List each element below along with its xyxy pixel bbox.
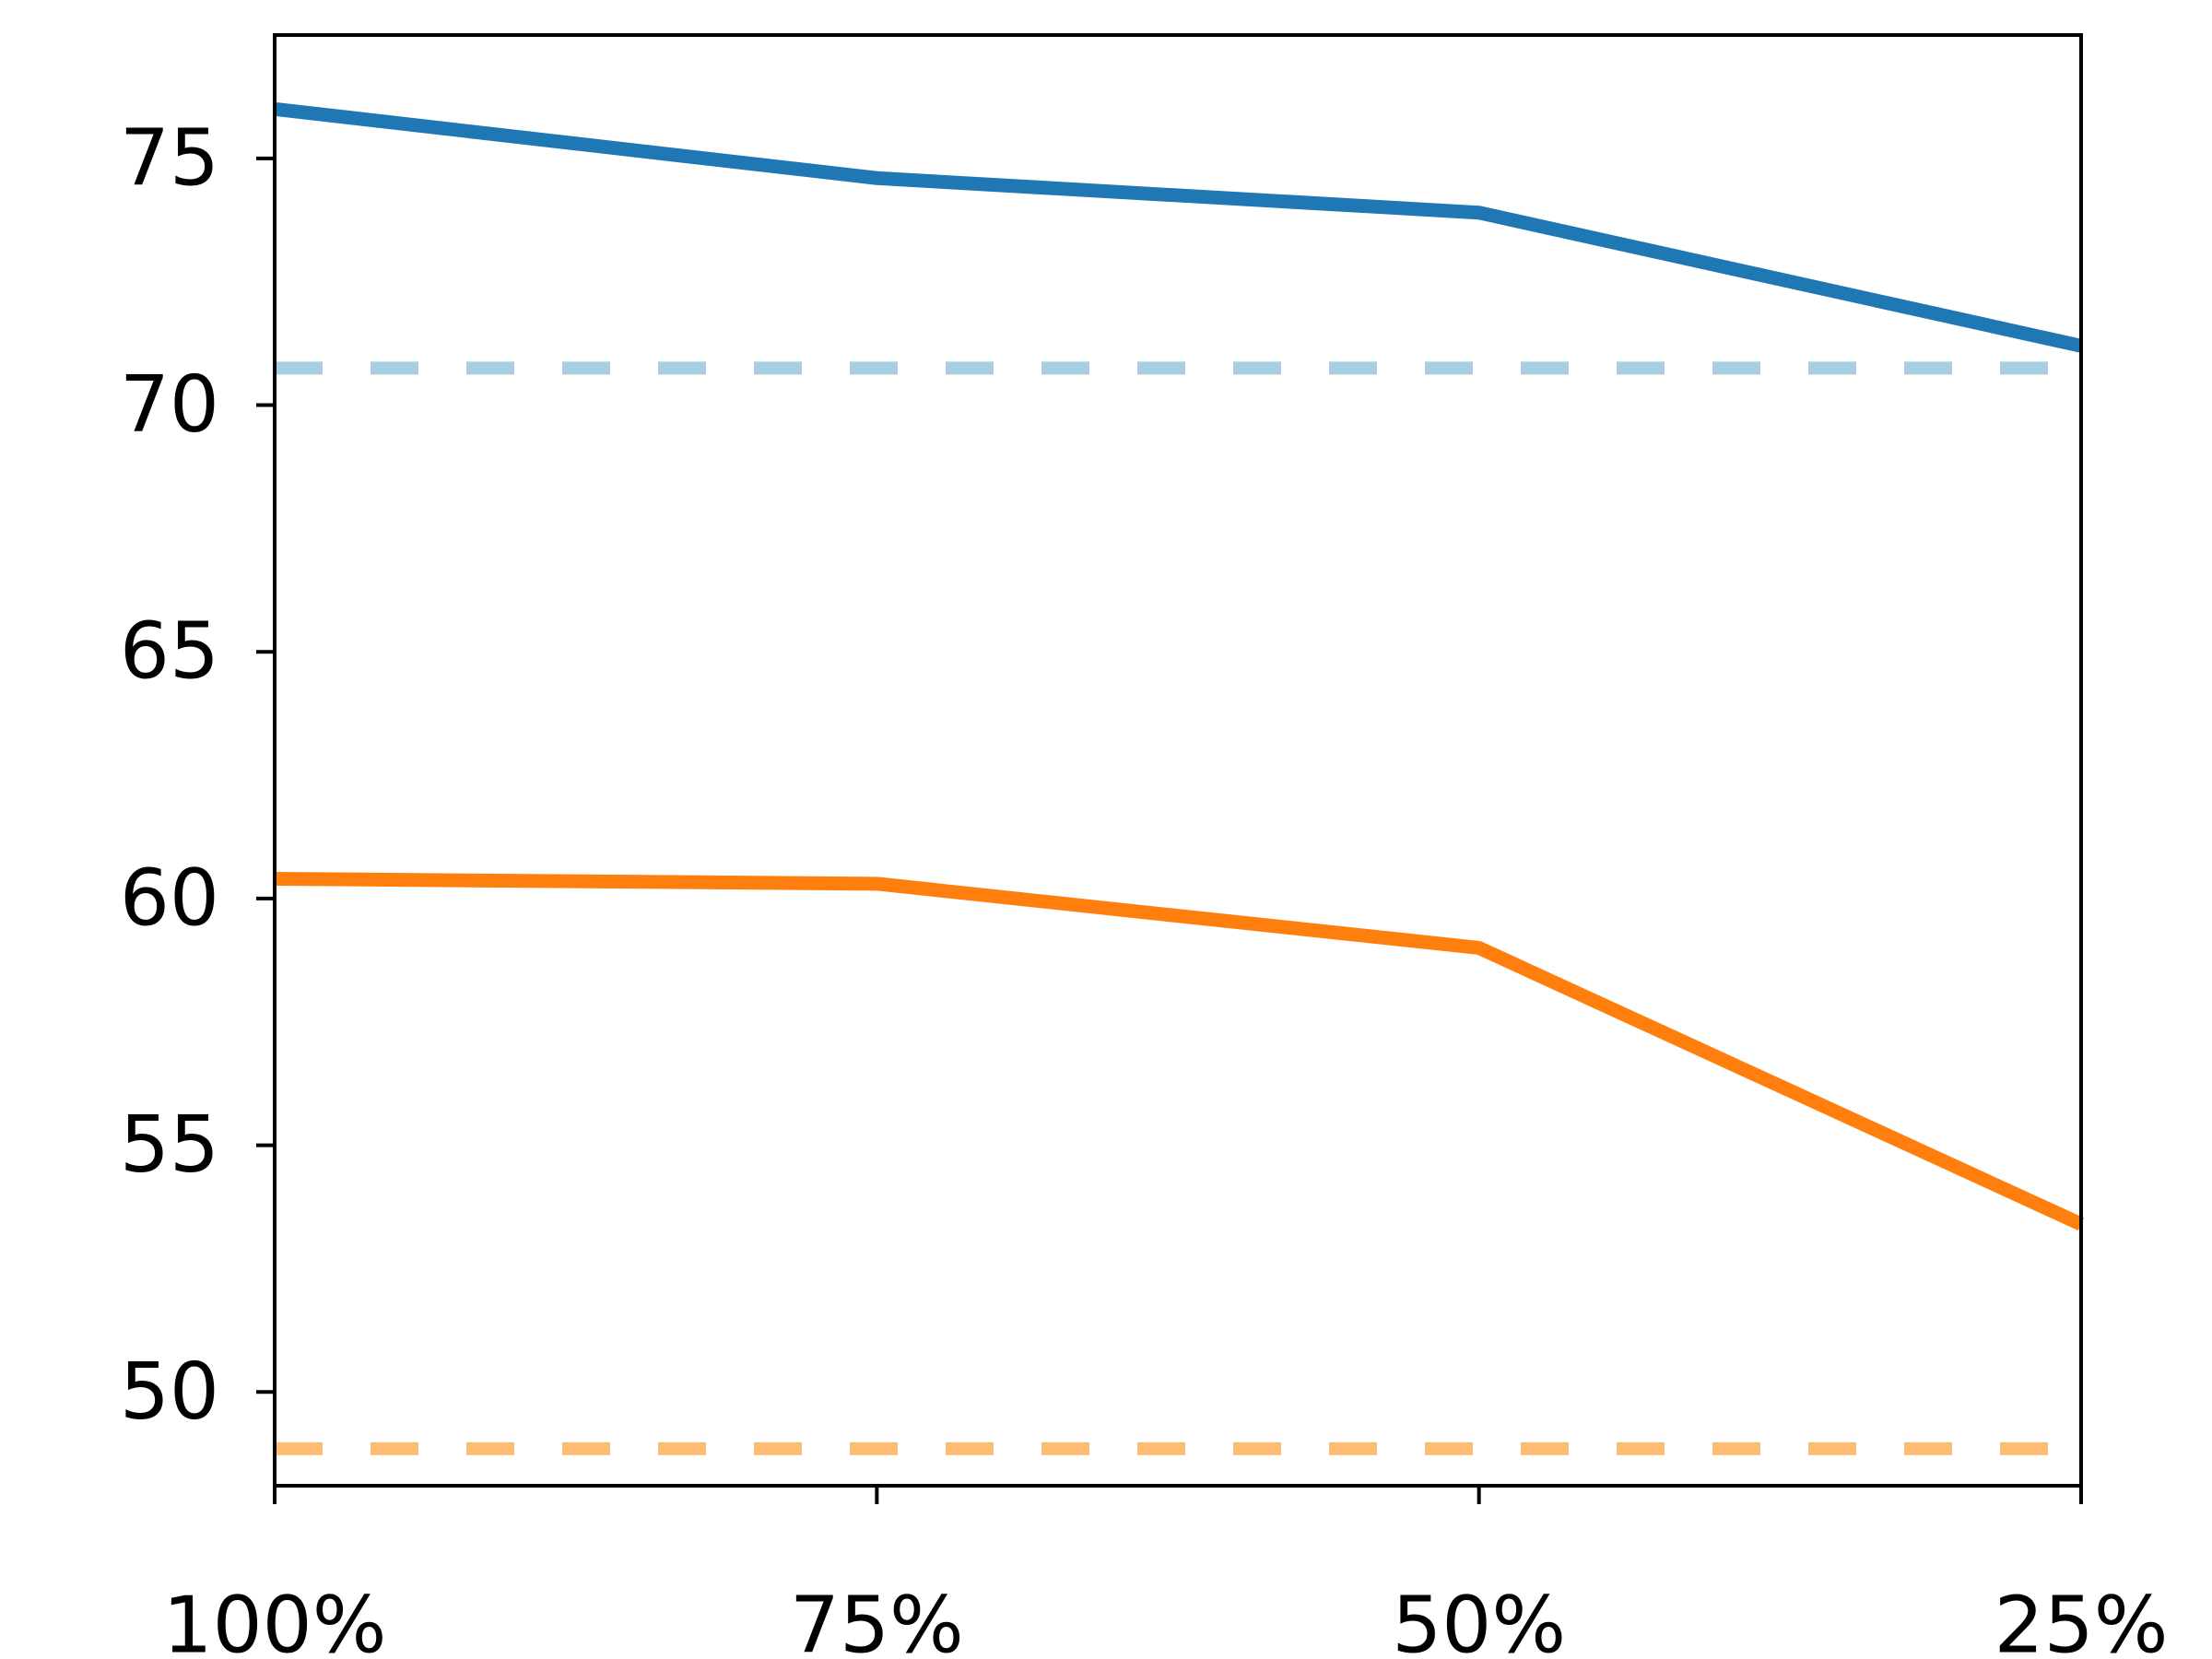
- y-tick-label: 70: [120, 359, 219, 451]
- blue-solid-series: [274, 101, 2083, 353]
- orange-solid-series: [274, 871, 2085, 1231]
- y-tick-label: 75: [120, 112, 219, 204]
- x-tick-label: 100%: [162, 1580, 386, 1659]
- y-tick-label: 60: [120, 853, 219, 944]
- y-tick-label: 65: [120, 606, 219, 698]
- x-tick-label: 25%: [1994, 1580, 2169, 1659]
- x-tick-label: 75%: [790, 1580, 964, 1659]
- plot-frame: [273, 33, 2083, 1488]
- y-tick-label: 55: [120, 1100, 219, 1191]
- x-tick-label: 50%: [1392, 1580, 1566, 1659]
- y-tick-label: 50: [120, 1347, 219, 1438]
